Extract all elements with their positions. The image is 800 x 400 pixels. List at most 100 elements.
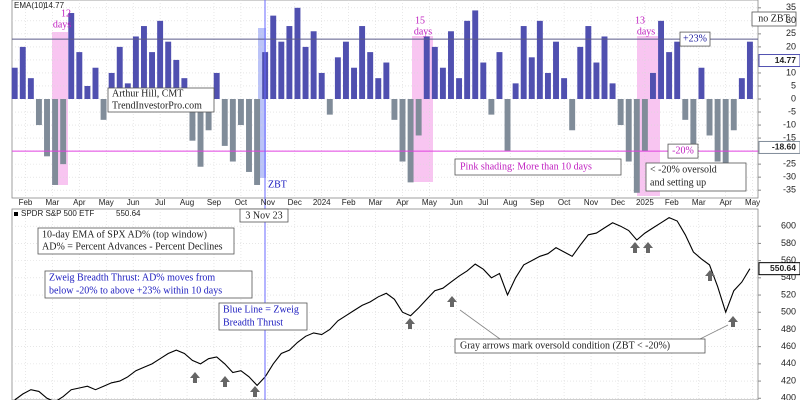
x-tick-label: May: [422, 198, 437, 207]
y-tick-label: 20: [786, 41, 796, 51]
annotation: days: [53, 19, 71, 30]
pink-shading: [412, 36, 433, 182]
x-tick-label: Apr: [73, 198, 86, 207]
bar: [593, 62, 600, 99]
pointer-line: [699, 324, 729, 340]
annotation: 15: [415, 15, 425, 26]
oversold-arrow: [190, 372, 200, 383]
bar: [254, 99, 261, 185]
bar: [391, 99, 398, 120]
annotation: Pink shading: More than 10 days: [460, 161, 592, 172]
price-line: [14, 216, 751, 400]
legend-value: 14.77: [44, 1, 65, 10]
oversold-arrow: [250, 386, 260, 397]
oversold-arrow: [405, 318, 415, 329]
oversold-arrow: [630, 242, 640, 253]
x-tick-label: Mar: [369, 198, 383, 207]
bar: [423, 36, 430, 99]
bar: [189, 99, 196, 141]
bar: [569, 99, 576, 131]
bar: [641, 99, 648, 152]
bar: [431, 46, 438, 99]
x-tick-label: Feb: [342, 198, 356, 207]
bar: [100, 99, 107, 120]
bar: [658, 20, 665, 100]
value-tag-label: 550.64: [770, 263, 796, 273]
x-tick-label: Jul: [155, 198, 165, 207]
y-tick-label: 25: [786, 28, 796, 38]
reference-label: +23%: [683, 33, 707, 44]
bar: [84, 85, 91, 99]
reference-label: -20%: [672, 145, 694, 156]
bar: [512, 83, 519, 99]
bar: [92, 67, 99, 99]
bar: [690, 99, 697, 152]
value-tag-label: -18.60: [772, 142, 796, 152]
annotation-box: [218, 302, 308, 331]
bar: [674, 41, 681, 99]
bar: [609, 83, 616, 99]
y-tick-label: 5: [791, 80, 796, 90]
annotation-box: [107, 87, 215, 113]
x-tick-label: Mar: [692, 198, 706, 207]
y-tick-label: 10: [786, 67, 796, 77]
bar: [488, 99, 495, 115]
annotation: Breadth Thrust: [223, 317, 283, 328]
bar: [351, 67, 357, 99]
bar: [19, 46, 26, 99]
bar: [536, 20, 543, 100]
bar: [270, 15, 277, 100]
bar: [520, 26, 527, 100]
bar: [577, 46, 584, 99]
bar: [213, 72, 220, 99]
annotation: days: [637, 26, 655, 37]
annotation: no ZBT: [758, 13, 789, 24]
bar: [334, 57, 341, 99]
x-tick-label: Aug: [503, 198, 517, 207]
x-tick-label: Jun: [127, 198, 140, 207]
annotation-box: [44, 270, 253, 299]
y-tick-label: -35: [783, 185, 796, 195]
bar: [310, 31, 317, 100]
bar: [496, 52, 503, 99]
y-tick-label: 480: [781, 324, 796, 334]
y-tick-label: 420: [781, 375, 796, 385]
value-tag: [758, 262, 800, 276]
legend-swatch: [14, 212, 18, 216]
bar: [407, 99, 414, 183]
bar: [157, 20, 164, 100]
bar: [706, 99, 713, 136]
x-tick-label: Mar: [46, 198, 60, 207]
x-tick-label: Sep: [530, 198, 545, 207]
y-tick-label: 600: [781, 221, 796, 231]
bar: [375, 78, 382, 99]
annotation: Gray arrows mark oversold condition (ZBT…: [460, 340, 670, 351]
bar: [286, 26, 293, 100]
bar: [229, 99, 236, 162]
bar: [714, 99, 721, 162]
annotation-box: [239, 208, 289, 223]
bottom-panel-frame: [11, 208, 759, 400]
y-tick-label: 580: [781, 238, 796, 248]
x-tick-label: Feb: [19, 198, 33, 207]
legend-value: 550.64: [116, 209, 141, 218]
annotation-box: [645, 162, 747, 192]
bar: [456, 78, 463, 99]
bar: [439, 67, 446, 99]
annotation: AD% = Percent Advances - Percent Decline…: [42, 241, 223, 252]
y-tick-label: 440: [781, 358, 796, 368]
bar: [68, 13, 75, 100]
bar: [553, 41, 559, 99]
bar: [141, 26, 147, 100]
bar: [464, 20, 471, 100]
bar: [504, 99, 511, 152]
x-tick-label: May: [99, 198, 114, 207]
annotation: 10-day EMA of SPX AD% (top window): [42, 229, 207, 240]
bar: [625, 99, 632, 162]
bar: [617, 99, 624, 126]
bar: [52, 99, 59, 185]
oversold-arrow: [705, 270, 715, 281]
bar: [76, 52, 83, 99]
bar: [237, 99, 244, 126]
